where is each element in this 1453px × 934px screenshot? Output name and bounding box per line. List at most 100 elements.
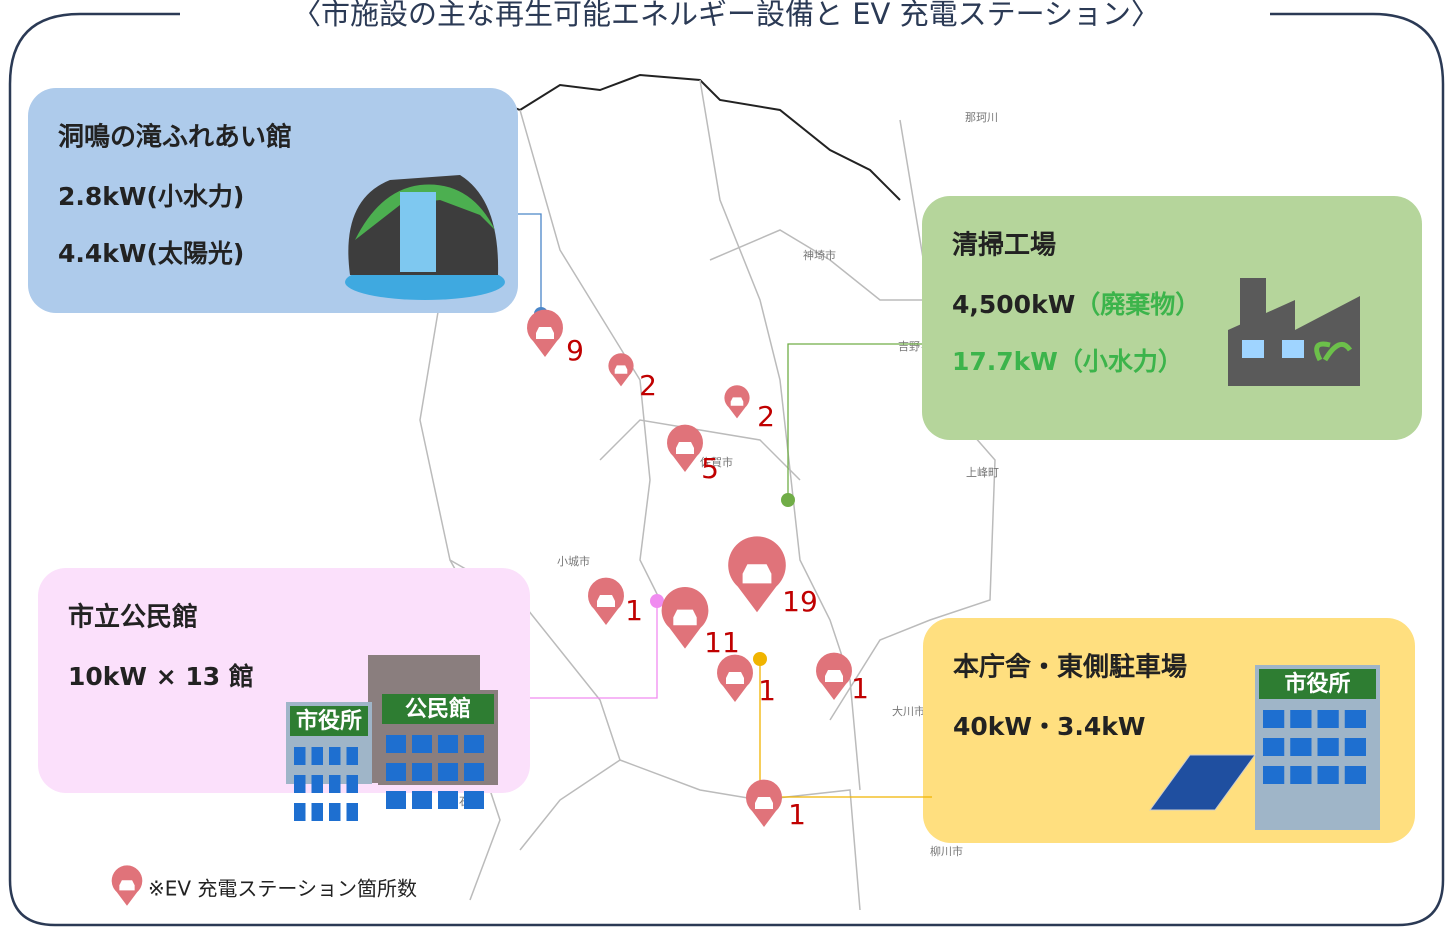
connector-dot — [781, 493, 795, 507]
window — [1290, 738, 1312, 756]
map-label: 小城市 — [557, 554, 590, 568]
window — [412, 735, 432, 753]
car — [742, 564, 772, 584]
car — [676, 442, 694, 454]
window — [412, 763, 432, 781]
map-label: 柳川市 — [930, 844, 963, 858]
window — [1242, 340, 1264, 358]
connector-dot — [753, 652, 767, 666]
window — [1317, 710, 1339, 728]
station-count: 1 — [625, 594, 643, 627]
window — [1263, 710, 1285, 728]
connector — [530, 601, 658, 699]
ev-station — [717, 654, 753, 702]
ev-station — [608, 353, 634, 387]
window — [464, 735, 484, 753]
map-label: 上峰町 — [966, 466, 999, 479]
window — [438, 735, 458, 753]
facility-spec: 4,500kW（廃棄物） — [952, 290, 1200, 319]
car — [614, 365, 628, 374]
spec-part: 10kW × 13 館 — [68, 662, 254, 691]
car — [730, 397, 744, 406]
window — [311, 803, 323, 821]
ev-station — [588, 577, 624, 625]
facility-spec: 17.7kW（小水力） — [952, 347, 1183, 376]
spec-part: 17.7kW（小水力） — [952, 347, 1183, 376]
ev-station — [667, 424, 703, 472]
ev-station — [728, 536, 786, 613]
map-label: 佐賀市 — [700, 455, 733, 469]
window — [1344, 766, 1366, 784]
facility-name: 清掃工場 — [952, 231, 1056, 261]
station-count: 2 — [757, 400, 775, 433]
sign — [1259, 669, 1376, 699]
station-count: 1 — [851, 672, 869, 705]
sign — [382, 694, 494, 724]
window — [1263, 738, 1285, 756]
station-count: 9 — [566, 334, 584, 367]
window — [311, 747, 323, 765]
window — [329, 775, 341, 793]
leaf — [1314, 341, 1353, 362]
legend-pin — [111, 865, 143, 906]
car — [673, 609, 697, 626]
factory-icon — [1228, 278, 1360, 386]
facility-name: 本庁舎・東側駐車場 — [953, 652, 1187, 683]
station-count: 11 — [704, 626, 740, 659]
window — [294, 747, 306, 765]
facility-name: 洞鳴の滝ふれあい館 — [58, 122, 292, 153]
window — [329, 747, 341, 765]
window — [346, 775, 358, 793]
spec-part: 40kW・3.4kW — [953, 712, 1145, 741]
water — [400, 192, 436, 272]
facility-spec: 2.8kW(小水力) — [58, 182, 244, 211]
spec-part: 2.8kW(小水力) — [58, 182, 244, 211]
ev-station — [661, 586, 709, 649]
station-count: 2 — [639, 369, 657, 402]
map-label: 神埼市 — [803, 248, 836, 262]
station-count: 5 — [701, 452, 719, 485]
connector — [518, 213, 542, 314]
station-count: 1 — [758, 674, 776, 707]
moss — [355, 184, 495, 240]
frame — [8, 12, 1445, 927]
ev-station — [746, 779, 782, 827]
window — [1282, 340, 1304, 358]
facility-spec: 4.4kW(太陽光) — [58, 239, 244, 268]
window — [386, 763, 406, 781]
facility-spec: 40kW・3.4kW — [953, 712, 1145, 741]
window — [346, 803, 358, 821]
sign-text: 公民館 — [405, 696, 471, 722]
ev-station — [724, 385, 750, 419]
map-label: 那珂川 — [965, 111, 998, 124]
map-label: 大川市 — [892, 704, 925, 718]
sign — [290, 706, 368, 736]
window — [294, 803, 306, 821]
station-count: 1 — [788, 798, 806, 831]
car — [825, 670, 843, 682]
window — [464, 791, 484, 809]
window — [386, 791, 406, 809]
solar-panel — [1149, 754, 1256, 811]
sign-text: 市役所 — [1284, 671, 1350, 697]
facility-spec: 10kW × 13 館 — [68, 662, 254, 691]
window — [311, 775, 323, 793]
spec-part: 4,500kW — [952, 290, 1075, 319]
window — [386, 735, 406, 753]
window — [1290, 710, 1312, 728]
window — [1290, 766, 1312, 784]
car — [119, 880, 135, 891]
connector — [787, 343, 922, 500]
connector-dot — [650, 594, 664, 608]
legend: ※EV 充電ステーション箇所数 — [148, 877, 417, 901]
ev-station — [527, 309, 563, 357]
window — [329, 803, 341, 821]
ev-station — [816, 652, 852, 700]
title: 〈市施設の主な再生可能エネルギー設備と EV 充電ステーション〉 — [292, 0, 1160, 31]
car — [597, 595, 615, 607]
facility-name: 市立公民館 — [68, 602, 198, 633]
window — [438, 763, 458, 781]
window — [1317, 766, 1339, 784]
station-count: 19 — [782, 585, 818, 618]
